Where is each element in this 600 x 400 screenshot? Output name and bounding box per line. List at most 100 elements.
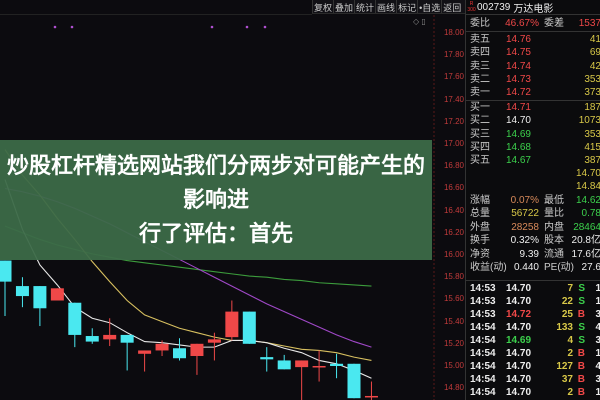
y-tick-label: 14.80 (443, 383, 464, 393)
trade-tick-row[interactable]: 14:54 14.70 133 S 4 (470, 321, 600, 334)
ask-label: 卖五 (470, 34, 490, 45)
trade-tick-row[interactable]: 14:54 14.70 127 B 4 (470, 360, 600, 373)
candle[interactable] (347, 363, 361, 399)
ask-price: 14.73 (505, 73, 531, 85)
ask-volume: 42 (589, 60, 600, 72)
candle-body (295, 360, 309, 368)
quote-panel: R 300 002739 万达电影 委比 46.67% 委差 1537 卖五 14.76 41… (465, 0, 600, 400)
candle-body (312, 366, 326, 368)
candle[interactable] (33, 286, 47, 327)
toolbar-item[interactable]: 统计 (354, 0, 375, 13)
candle[interactable] (155, 340, 169, 357)
trade-tick-row[interactable]: 14:54 14.70 37 B 3 (470, 373, 600, 386)
toolbar-item[interactable]: 画线 (375, 0, 396, 13)
candle[interactable] (330, 353, 344, 379)
trade-tick-row[interactable]: 14:53 14.72 25 B 3 (470, 308, 600, 321)
quote-row: 14.70 (470, 167, 600, 180)
trade-tick-row[interactable]: 14:54 14.70 2 B 1 (470, 347, 600, 360)
y-tick-label: 17.60 (443, 72, 464, 82)
candle[interactable] (138, 350, 152, 372)
stat-row: 收益(动) 0.440 PE(动) 27.6 (470, 261, 600, 274)
divider (466, 31, 600, 32)
tick-side: B (577, 387, 585, 398)
tick-price: 14.72 (506, 309, 532, 320)
candle[interactable] (120, 334, 134, 371)
candle[interactable] (207, 332, 221, 361)
tick-volume: 133 (556, 322, 573, 333)
headline-line2: 行了评估：首先 (138, 221, 293, 246)
candle[interactable] (50, 288, 64, 301)
candle[interactable] (103, 318, 117, 347)
tick-time: 14:54 (470, 322, 496, 333)
y-tick-label: 15.80 (443, 272, 464, 282)
tick-price: 14.69 (506, 335, 532, 346)
y-tick-label: 16.20 (443, 227, 464, 237)
tick-count: 4 (595, 322, 600, 333)
bid-volume: 1073 (578, 115, 600, 127)
toolbar-item[interactable]: •自选 (417, 0, 441, 13)
stat-label: 涨幅 (470, 195, 490, 206)
stock-code: 002739 (477, 1, 511, 13)
tick-time: 14:54 (470, 348, 496, 359)
tick-side: S (578, 296, 585, 307)
headline-banner: 炒股杠杆精选网站我们分两步对可能产生的影响进 行了评估：首先 (0, 140, 432, 260)
trade-tick-row[interactable]: 14:53 14.70 22 S 1 (470, 295, 600, 308)
trade-tick-row[interactable]: 14:53 14.70 7 S 1 (470, 282, 600, 295)
trade-tick-row[interactable]: 14:54 14.70 2 B 1 (470, 386, 600, 399)
ask-row: 卖四 14.75 69 (470, 46, 600, 59)
ratio-value: 46.67% (505, 18, 539, 29)
toolbar-item[interactable]: 返回 (441, 0, 462, 13)
marker-dot (210, 25, 214, 29)
candle[interactable] (260, 347, 274, 372)
y-tick-label: 15.20 (443, 338, 464, 348)
tick-count: 1 (595, 387, 600, 398)
stat-row: 外盘 28258 内盘 28464 (470, 221, 600, 234)
kline-chart[interactable] (0, 0, 436, 400)
stat-value: 14.62 (575, 195, 600, 206)
diff-value: 1537 (578, 18, 600, 29)
market-badge: R 300 (466, 1, 477, 13)
candle[interactable] (85, 328, 99, 344)
candle[interactable] (364, 381, 378, 400)
ask-label: 卖一 (470, 87, 490, 99)
ask-price: 14.76 (505, 34, 531, 45)
y-tick-label: 17.80 (443, 50, 464, 60)
candle[interactable] (190, 343, 204, 375)
candle[interactable] (15, 277, 29, 308)
bid-label: 买五 (470, 155, 490, 167)
candle-body (190, 343, 204, 357)
toolbar-item[interactable]: 复权 (312, 0, 333, 13)
tick-volume: 37 (561, 374, 573, 385)
tick-price: 14.70 (506, 361, 532, 372)
toolbar-item[interactable]: 标记 (396, 0, 417, 13)
y-tick-label: 18.00 (443, 28, 464, 37)
candle-body (120, 334, 134, 343)
tick-time: 14:53 (470, 309, 496, 320)
trade-tick-row[interactable]: 14:54 14.69 4 S 3 (470, 334, 600, 347)
toolbar-item[interactable]: 叠加 (333, 0, 354, 13)
stat-label: 总量 (470, 208, 490, 220)
tick-volume: 2 (567, 348, 573, 359)
candle[interactable] (277, 354, 291, 370)
y-tick-label: 17.00 (443, 139, 464, 148)
candle[interactable] (173, 338, 186, 361)
candle-body (33, 286, 47, 309)
candle[interactable] (68, 302, 82, 348)
stat-label: 净资 (470, 248, 490, 260)
ask-price: 14.74 (505, 60, 531, 72)
tick-side: S (578, 283, 585, 294)
chart-settings-icon[interactable]: ◇ ▯ (413, 17, 426, 26)
candle[interactable] (225, 300, 239, 341)
stat-label: 流通 (544, 248, 564, 260)
candle[interactable] (242, 311, 256, 344)
quote-value: 14.84 (575, 181, 600, 193)
candle[interactable] (0, 260, 12, 317)
bid-row: 买四 14.68 415 (470, 141, 600, 154)
y-tick-label: 16.80 (443, 161, 464, 171)
candle[interactable] (312, 350, 326, 382)
tick-price: 14.70 (506, 387, 532, 398)
bid-volume: 387 (584, 155, 600, 167)
bid-volume: 415 (584, 141, 600, 153)
tick-time: 14:54 (470, 361, 496, 372)
candle[interactable] (295, 360, 309, 400)
